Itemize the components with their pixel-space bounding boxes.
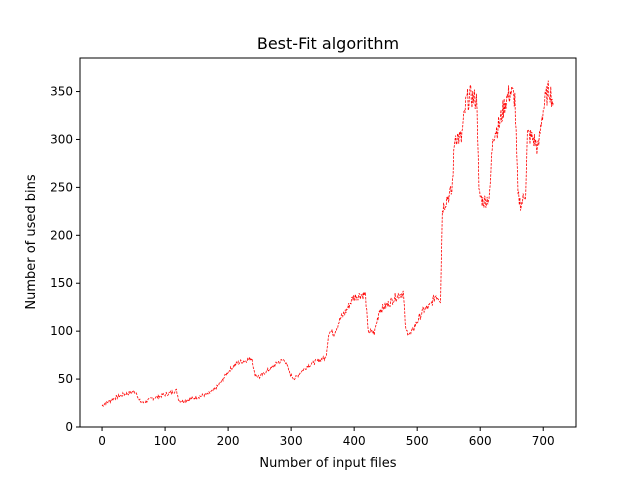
y-tick-label: 350: [50, 85, 73, 99]
x-tick-label: 600: [469, 434, 492, 448]
x-axis: 0 100 200 300 400 500 600 700: [98, 427, 555, 448]
x-tick-label: 500: [406, 434, 429, 448]
y-tick-label: 300: [50, 132, 73, 146]
x-tick-label: 400: [343, 434, 366, 448]
x-tick-label: 700: [532, 434, 555, 448]
y-axis-label: Number of used bins: [24, 174, 39, 310]
x-tick-label: 300: [280, 434, 303, 448]
axes-frame: [79, 57, 577, 428]
y-tick-label: 100: [50, 324, 73, 338]
y-tick-label: 250: [50, 180, 73, 194]
x-tick-label: 100: [154, 434, 177, 448]
plot-area: [79, 57, 577, 428]
x-axis-label: Number of input files: [259, 456, 396, 471]
chart-title: Best-Fit algorithm: [257, 34, 399, 53]
y-tick-label: 50: [58, 372, 73, 386]
y-tick-label: 150: [50, 276, 73, 290]
y-tick-label: 0: [65, 420, 73, 434]
x-tick-label: 0: [98, 434, 106, 448]
y-tick-label: 200: [50, 228, 73, 242]
y-axis: 0 50 100 150 200 250 300 350: [50, 85, 80, 434]
x-tick-label: 200: [217, 434, 240, 448]
series-line: [101, 80, 554, 408]
